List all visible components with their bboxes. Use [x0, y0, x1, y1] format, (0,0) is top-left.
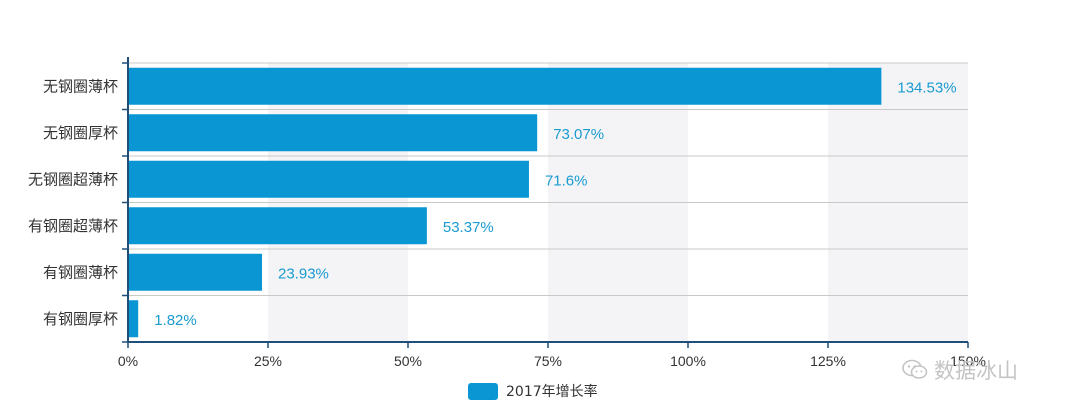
- category-label: 无钢圈厚杯: [43, 124, 118, 142]
- x-tick-label: 75%: [534, 353, 562, 369]
- x-tick-label: 125%: [810, 353, 846, 369]
- legend-swatch: [468, 382, 498, 400]
- category-label: 无钢圈超薄杯: [28, 170, 118, 188]
- x-tick-label: 100%: [670, 353, 706, 369]
- x-tick-label: 0%: [118, 353, 138, 369]
- category-label: 无钢圈薄杯: [43, 77, 118, 95]
- data-label: 71.6%: [545, 172, 588, 189]
- category-label: 有钢圈超薄杯: [28, 217, 118, 235]
- category-label: 有钢圈薄杯: [43, 263, 118, 281]
- bar: [129, 253, 263, 291]
- wechat-icon: [902, 359, 928, 379]
- data-labels: 134.53% 73.07% 71.6% 53.37% 23.93% 1.82%: [154, 79, 956, 329]
- category-label: 有钢圈厚杯: [43, 310, 118, 328]
- data-label: 1.82%: [154, 312, 197, 329]
- watermark: 数据冰山: [902, 355, 1018, 385]
- x-tick-label: 50%: [394, 353, 422, 369]
- x-tick-label: 25%: [254, 353, 282, 369]
- tick-labels: 0% 25% 50% 75% 100% 125% 150%: [118, 353, 986, 369]
- x-tick-label: 150%: [950, 353, 986, 369]
- axes: [122, 57, 969, 348]
- data-label: 73.07%: [553, 126, 604, 143]
- bars: [129, 67, 882, 338]
- data-label: 53.37%: [443, 219, 494, 236]
- legend-label: 2017年增长率: [506, 384, 598, 400]
- watermark-text: 数据冰山: [934, 359, 1018, 383]
- bar: [129, 160, 529, 198]
- bar: [129, 300, 139, 338]
- legend[interactable]: 2017年增长率: [468, 381, 598, 401]
- category-gridlines: [128, 62, 968, 343]
- bar: [129, 207, 427, 245]
- bar: [129, 67, 882, 105]
- data-label: 23.93%: [278, 265, 329, 282]
- data-label: 134.53%: [897, 79, 956, 96]
- bar: [129, 114, 538, 152]
